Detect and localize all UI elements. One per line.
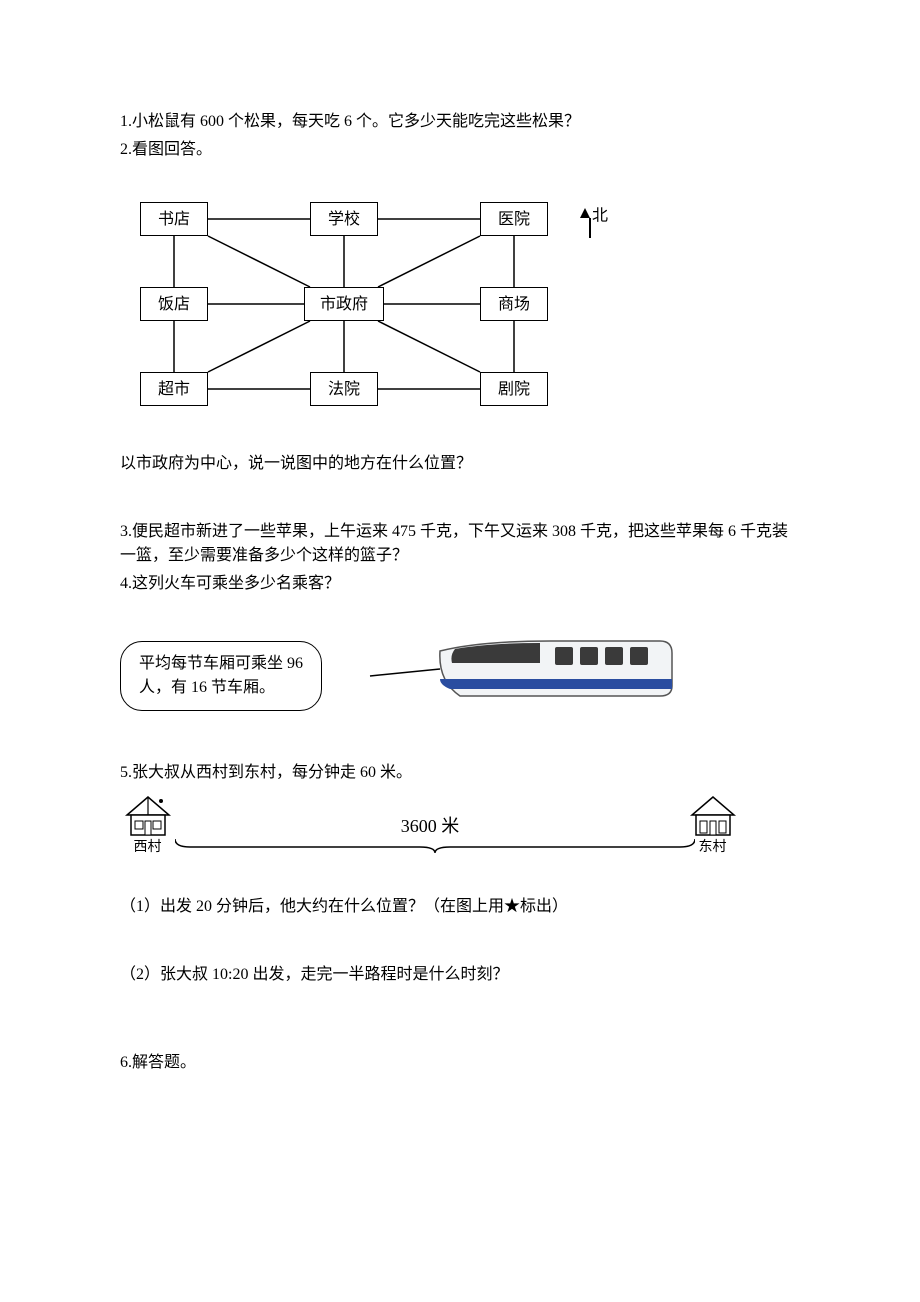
node-court: 法院 <box>310 372 378 406</box>
question-1: 1.小松鼠有 600 个松果，每天吃 6 个。它多少天能吃完这些松果？ <box>120 110 800 134</box>
brace-icon <box>175 835 695 855</box>
question-6: 6.解答题。 <box>120 1051 800 1075</box>
train-figure: 平均每节车厢可乘坐 96 人，有 16 节车厢。 <box>120 621 680 731</box>
distance-figure: 西村 东村 3600 米 <box>120 795 740 885</box>
bubble-line-1: 平均每节车厢可乘坐 96 <box>139 652 303 676</box>
west-label: 西村 <box>120 837 175 858</box>
north-arrow-icon <box>580 208 590 218</box>
speech-bubble: 平均每节车厢可乘坐 96 人，有 16 节车厢。 <box>120 641 322 711</box>
node-supermarket: 超市 <box>140 372 208 406</box>
node-restaurant: 饭店 <box>140 287 208 321</box>
question-4: 4.这列火车可乘坐多少名乘客？ <box>120 572 800 596</box>
question-5-sub1: （1）出发 20 分钟后，他大约在什么位置？（在图上用★标出） <box>120 895 800 919</box>
node-mall: 商场 <box>480 287 548 321</box>
node-theater: 剧院 <box>480 372 548 406</box>
node-cityhall: 市政府 <box>304 287 384 321</box>
north-indicator: 北 <box>580 202 608 232</box>
question-2-prompt: 以市政府为中心，说一说图中的地方在什么位置？ <box>120 452 800 476</box>
question-5-sub2: （2）张大叔 10:20 出发，走完一半路程时是什么时刻？ <box>120 963 800 987</box>
node-hospital: 医院 <box>480 202 548 236</box>
north-label: 北 <box>592 208 608 225</box>
direction-diagram: 书店 学校 医院 饭店 市政府 商场 超市 法院 剧院 北 <box>120 192 640 422</box>
node-school: 学校 <box>310 202 378 236</box>
question-5: 5.张大叔从西村到东村，每分钟走 60 米。 <box>120 761 800 785</box>
question-2: 2.看图回答。 <box>120 138 800 162</box>
node-bookstore: 书店 <box>140 202 208 236</box>
question-3: 3.便民超市新进了一些苹果，上午运来 475 千克，下午又运来 308 千克，把… <box>120 520 800 568</box>
bubble-line-2: 人，有 16 节车厢。 <box>139 676 303 700</box>
